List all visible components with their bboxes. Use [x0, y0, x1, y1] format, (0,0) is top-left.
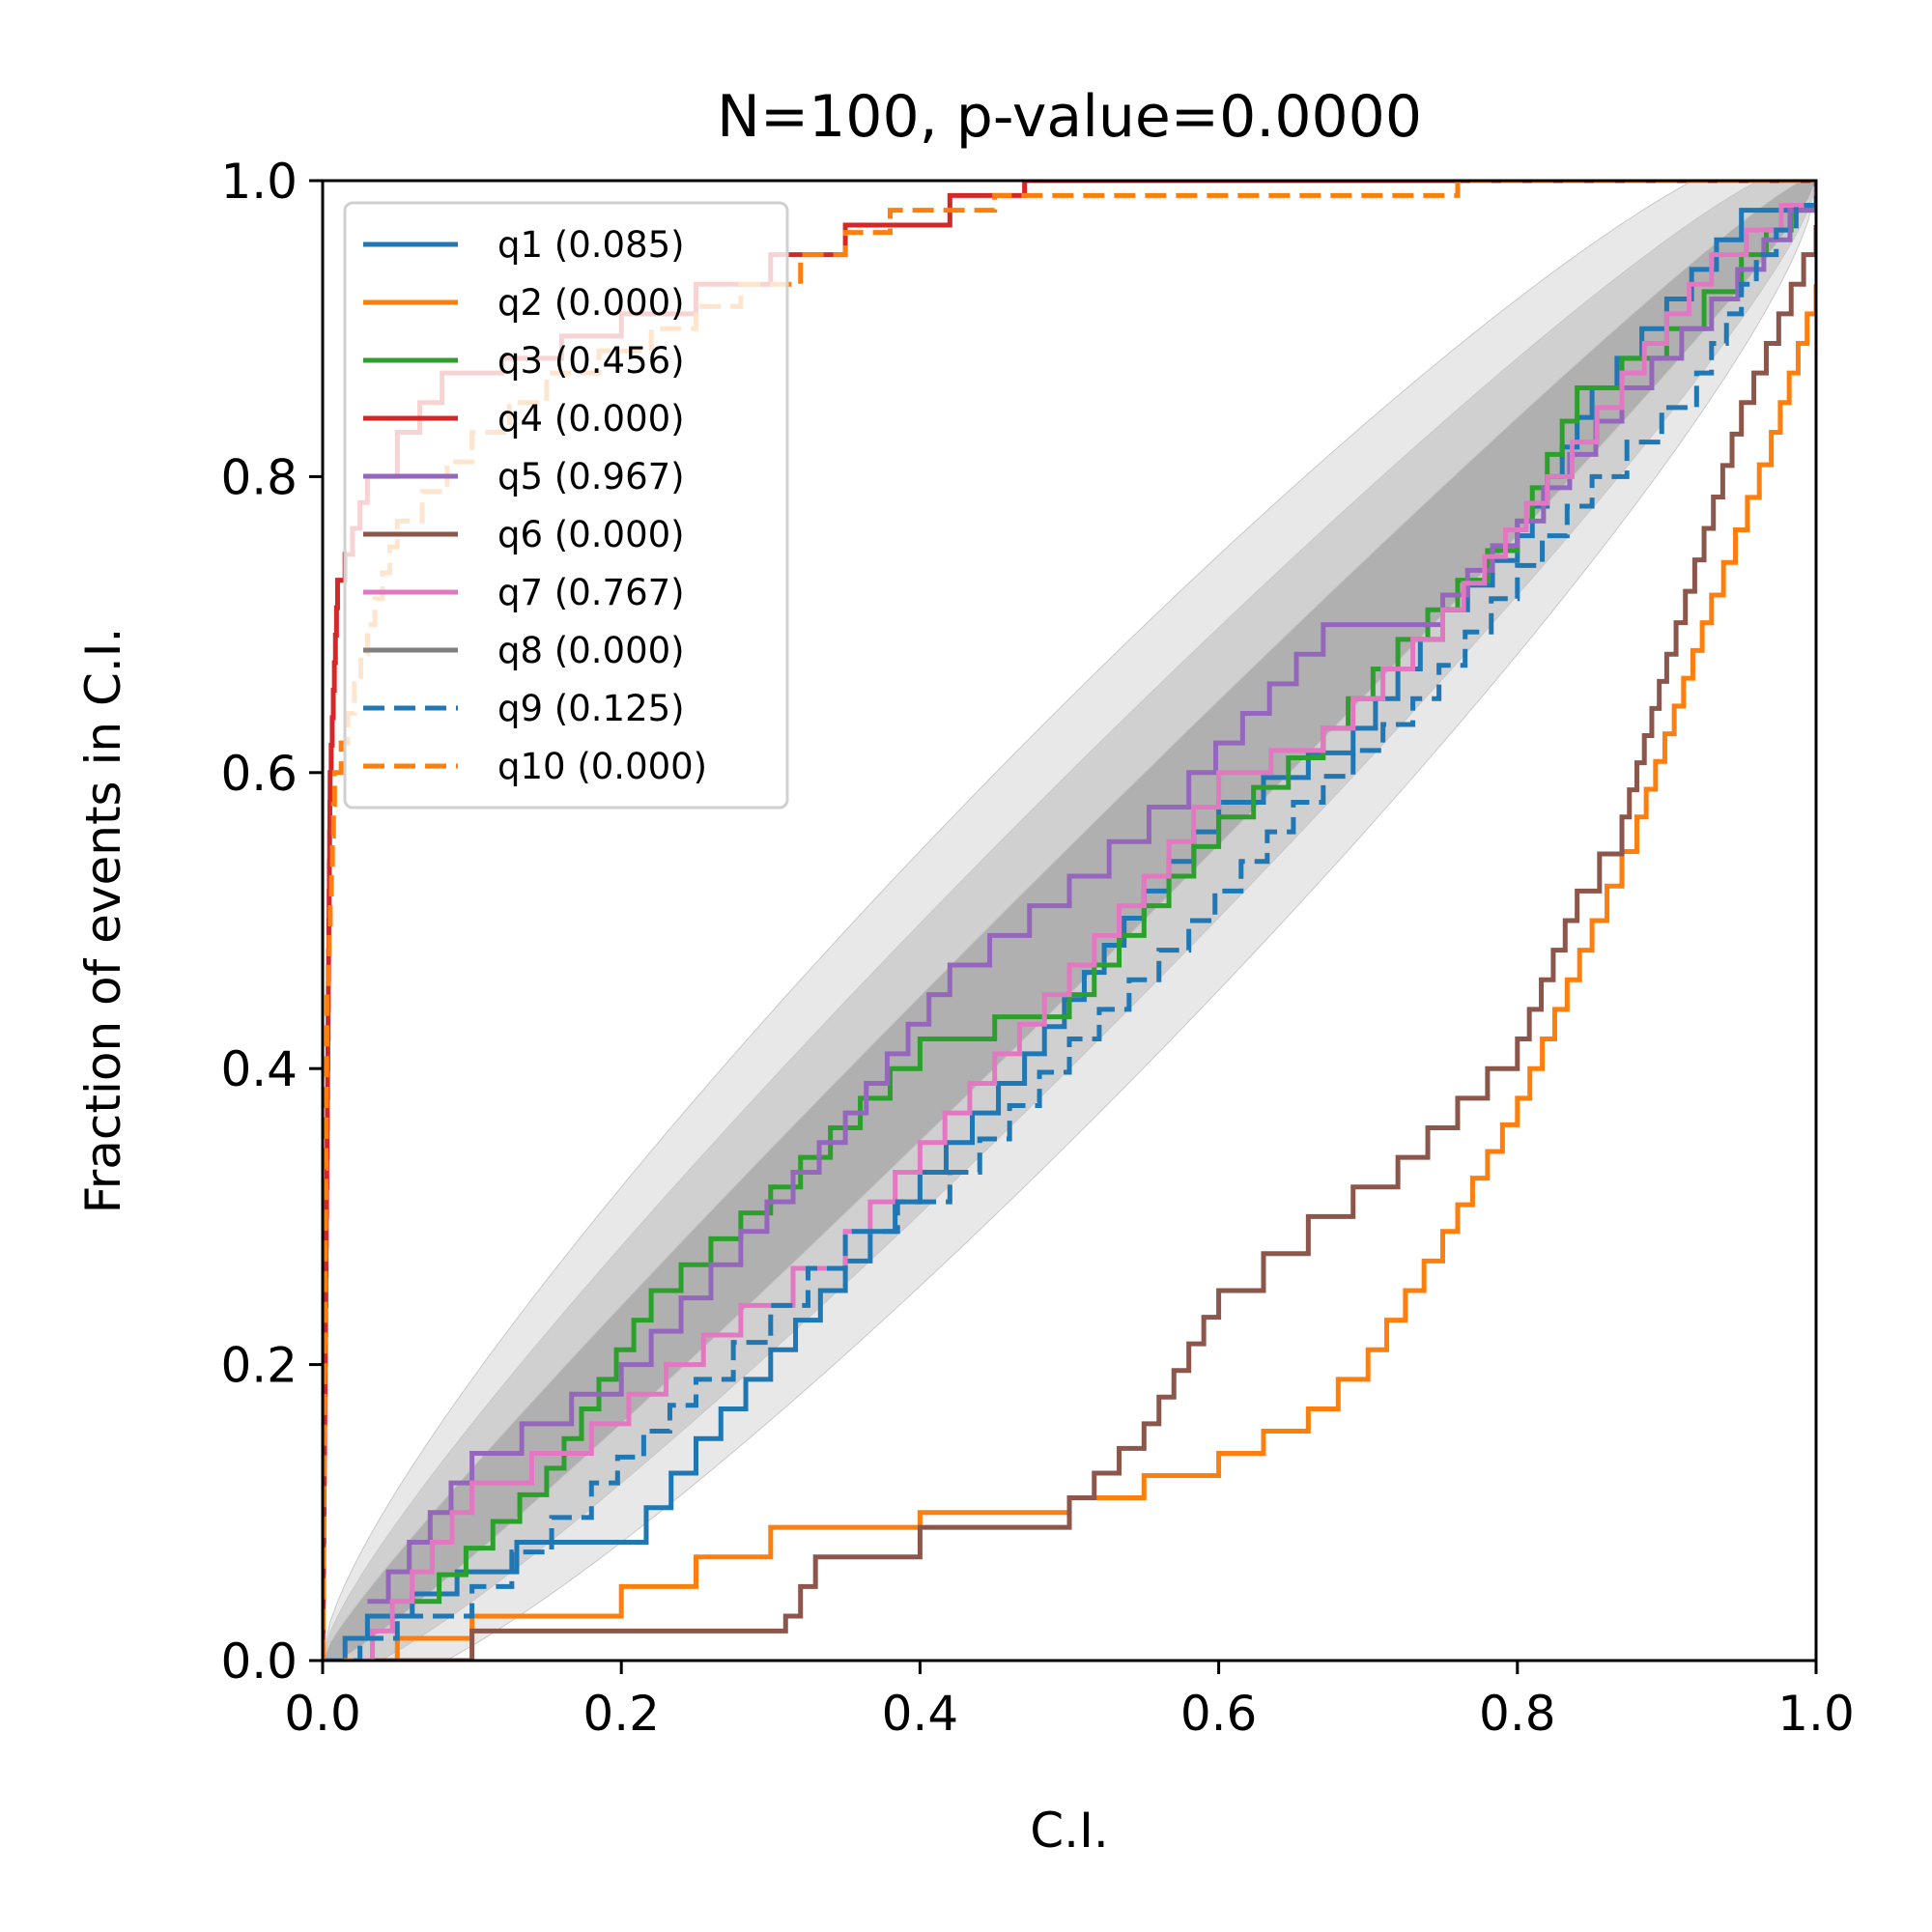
confidence-band-3: [323, 181, 1816, 1661]
y-tick-label: 0.4: [220, 1041, 298, 1097]
x-axis: 0.0 0.2 0.4 0.6 0.8 1.0: [284, 1661, 1855, 1742]
y-tick-label: 0.2: [220, 1338, 298, 1394]
legend-label: q6 (0.000): [497, 514, 685, 555]
y-tick-label: 0.6: [220, 746, 298, 802]
series-line-5: [367, 181, 1816, 1605]
y-axis: 0.0 0.2 0.4 0.6 0.8 1.0: [220, 154, 323, 1690]
legend: q1 (0.085) q2 (0.000) q3 (0.456) q4 (0.000)…: [343, 201, 789, 810]
series-line-10: [323, 181, 1816, 1661]
x-tick-label: 0.8: [1479, 1686, 1556, 1742]
x-axis-label: C.I.: [1030, 1803, 1108, 1859]
legend-label: q10 (0.000): [497, 746, 707, 787]
x-tick-label: 1.0: [1777, 1686, 1855, 1742]
series-line-2: [323, 284, 1816, 1661]
legend-label: q2 (0.000): [497, 282, 685, 324]
series-line-7: [352, 181, 1816, 1661]
x-tick-label: 0.2: [582, 1686, 660, 1742]
legend-label: q5 (0.967): [497, 456, 685, 497]
x-tick-label: 0.4: [882, 1686, 959, 1742]
legend-label: q3 (0.456): [497, 340, 685, 382]
plot-frame: [321, 179, 1818, 1662]
x-tick-label: 0.0: [284, 1686, 361, 1742]
y-axis-label: Fraction of events in C.I.: [75, 628, 131, 1214]
confidence-bands: [323, 181, 1816, 1661]
series-line-6: [367, 224, 1816, 1661]
legend-label: q9 (0.125): [497, 688, 685, 729]
y-tick-label: 1.0: [220, 154, 298, 210]
legend-label: q4 (0.000): [497, 398, 685, 440]
legend-box: [343, 201, 789, 810]
chart-title: N=100, p-value=0.0000: [717, 83, 1422, 151]
y-tick-label: 0.8: [220, 449, 298, 505]
series-line-9: [323, 181, 1816, 1661]
series-lines: [323, 181, 1816, 1661]
legend-label: q7 (0.767): [497, 572, 685, 613]
legend-label: q1 (0.085): [497, 224, 685, 266]
x-tick-label: 0.6: [1180, 1686, 1258, 1742]
plot-area: [321, 179, 1818, 1662]
y-tick-label: 0.0: [220, 1634, 298, 1690]
series-line-1: [323, 181, 1816, 1661]
legend-label: q8 (0.000): [497, 630, 685, 671]
series-line-3: [412, 181, 1816, 1605]
